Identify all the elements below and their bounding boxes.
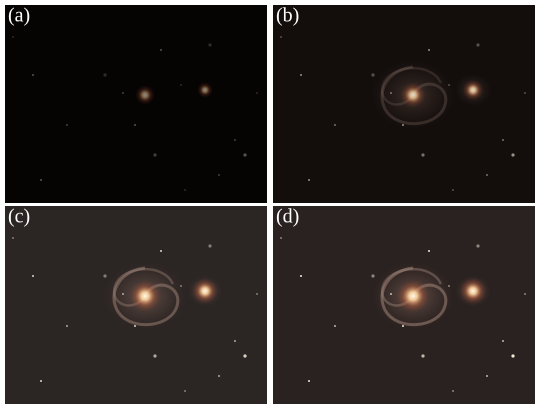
star <box>502 139 504 141</box>
star <box>511 153 514 156</box>
star <box>12 237 14 239</box>
star <box>421 153 424 156</box>
companion-core <box>192 278 218 304</box>
star <box>390 92 392 94</box>
star <box>390 293 392 295</box>
star <box>371 73 374 76</box>
star <box>122 92 124 94</box>
star <box>421 354 424 357</box>
galaxy-core <box>396 279 430 313</box>
panel: (a) <box>5 5 267 203</box>
star <box>66 124 68 126</box>
panel-label: (c) <box>8 206 30 228</box>
companion-core <box>463 80 484 101</box>
star <box>476 244 479 247</box>
star <box>32 275 34 277</box>
star <box>160 49 162 51</box>
star <box>300 74 302 76</box>
galaxy-core <box>129 280 161 312</box>
companion-core <box>197 82 213 98</box>
galaxy-core <box>135 85 155 105</box>
star <box>476 43 479 46</box>
star <box>402 325 404 327</box>
panel: (b) <box>273 5 535 203</box>
star <box>234 340 236 342</box>
star <box>40 179 42 181</box>
star <box>524 92 526 94</box>
panel: (c) <box>5 206 267 404</box>
star <box>218 375 220 377</box>
star <box>184 189 186 191</box>
panel-label: (b) <box>276 5 299 27</box>
star <box>12 36 14 38</box>
star <box>334 325 336 327</box>
star <box>180 84 182 86</box>
star <box>256 92 258 94</box>
star <box>402 124 404 126</box>
star <box>486 375 488 377</box>
star <box>103 73 106 76</box>
star <box>218 174 220 176</box>
star <box>40 380 42 382</box>
panel: (d) <box>273 206 535 404</box>
star <box>280 36 282 38</box>
galaxy-core <box>400 82 426 108</box>
star <box>502 340 504 342</box>
star <box>334 124 336 126</box>
panel-label: (d) <box>276 206 299 228</box>
star <box>184 390 186 392</box>
star <box>511 354 514 357</box>
panel-background <box>5 5 267 203</box>
star <box>524 293 526 295</box>
star <box>180 285 182 287</box>
star <box>160 250 162 252</box>
star <box>208 43 211 46</box>
star <box>32 74 34 76</box>
star <box>448 285 450 287</box>
star <box>103 274 106 277</box>
companion-core <box>459 277 486 304</box>
star <box>428 250 430 252</box>
panel-label: (a) <box>8 5 30 27</box>
star <box>256 293 258 295</box>
star <box>208 244 211 247</box>
star <box>448 84 450 86</box>
star <box>153 354 156 357</box>
star <box>308 179 310 181</box>
star <box>280 237 282 239</box>
star <box>153 153 156 156</box>
image-grid: (a) (b) (c) (d) <box>0 0 535 408</box>
star <box>308 380 310 382</box>
star <box>234 139 236 141</box>
star <box>371 274 374 277</box>
star <box>134 124 136 126</box>
star <box>243 153 246 156</box>
star <box>452 390 454 392</box>
star <box>428 49 430 51</box>
star <box>134 325 136 327</box>
star <box>486 174 488 176</box>
star <box>66 325 68 327</box>
star <box>300 275 302 277</box>
star <box>243 354 246 357</box>
star <box>452 189 454 191</box>
star <box>122 293 124 295</box>
